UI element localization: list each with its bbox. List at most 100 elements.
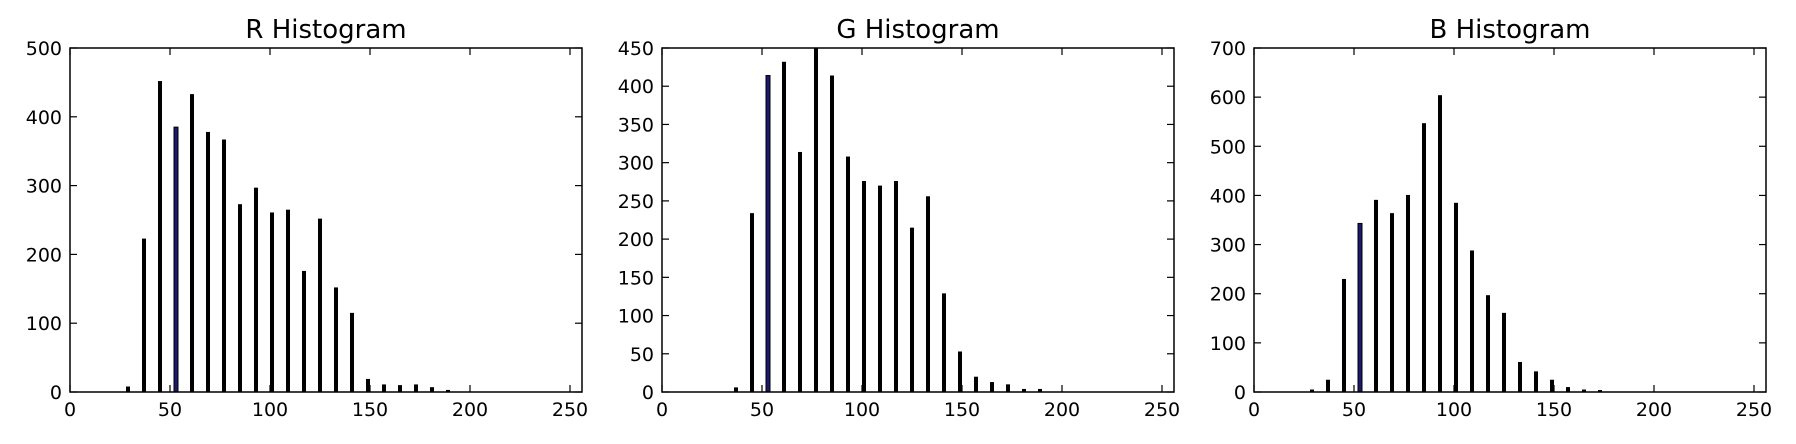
r-histogram-bar bbox=[430, 387, 434, 392]
r-histogram-bar bbox=[414, 384, 418, 392]
g-histogram-bar bbox=[894, 181, 898, 392]
b-x-tick-label: 200 bbox=[1636, 399, 1672, 421]
g-histogram-bar bbox=[846, 156, 850, 392]
b-x-tick-label: 50 bbox=[1342, 399, 1366, 421]
g-histogram-bar bbox=[862, 181, 866, 392]
b-y-tick-label: 600 bbox=[1210, 87, 1246, 109]
g-histogram-bar bbox=[830, 75, 834, 393]
r-histogram-bar bbox=[270, 212, 274, 392]
b-y-tick-label: 0 bbox=[1234, 382, 1246, 404]
r-histogram-bar bbox=[158, 81, 162, 393]
b-histogram-bar bbox=[1454, 202, 1458, 392]
b-histogram-bar bbox=[1390, 213, 1394, 392]
b-histogram-bar bbox=[1550, 379, 1554, 392]
g-histogram-bar bbox=[782, 61, 786, 392]
b-y-tick-label: 400 bbox=[1210, 185, 1246, 207]
g-histogram-bar bbox=[910, 227, 914, 392]
r-histogram-bar bbox=[206, 131, 210, 392]
r-x-tick-label: 150 bbox=[352, 399, 388, 421]
b-histogram-bar bbox=[1534, 371, 1538, 392]
b-histogram-bar bbox=[1486, 295, 1490, 392]
g-histogram-bar bbox=[958, 351, 962, 392]
g-histogram-bar bbox=[734, 387, 738, 392]
g-histogram-bar bbox=[814, 48, 818, 392]
b-x-tick-label: 150 bbox=[1536, 399, 1572, 421]
r-histogram-bar bbox=[446, 389, 450, 392]
b-histogram-title: B Histogram bbox=[1430, 15, 1591, 45]
r-histogram-bar bbox=[222, 139, 226, 392]
g-histogram-bar bbox=[798, 151, 802, 392]
b-histogram-bar bbox=[1422, 123, 1426, 392]
r-y-tick-label: 200 bbox=[26, 244, 62, 266]
b-y-tick-label: 300 bbox=[1210, 235, 1246, 257]
r-histogram-bar bbox=[238, 204, 242, 392]
g-histogram-bar bbox=[974, 376, 978, 392]
b-histogram-bar bbox=[1406, 194, 1410, 392]
g-y-tick-label: 0 bbox=[642, 382, 654, 404]
b-x-tick-label: 250 bbox=[1736, 399, 1772, 421]
r-histogram-bar bbox=[254, 187, 258, 392]
r-plot-frame bbox=[69, 47, 583, 393]
g-histogram-bar bbox=[942, 293, 946, 392]
r-histogram-bar bbox=[382, 384, 386, 392]
b-x-tick-label: 100 bbox=[1436, 399, 1472, 421]
b-y-tick-label: 700 bbox=[1210, 38, 1246, 60]
b-bars bbox=[1310, 95, 1602, 393]
g-x-tick-label: 150 bbox=[944, 399, 980, 421]
b-y-tick-label: 500 bbox=[1210, 136, 1246, 158]
b-histogram-bar bbox=[1518, 362, 1522, 392]
b-x-axis: 0 50 100 150 200 250 bbox=[1248, 48, 1772, 421]
g-y-tick-label: 100 bbox=[618, 306, 654, 328]
g-y-tick-label: 50 bbox=[630, 344, 654, 366]
b-y-tick-label: 100 bbox=[1210, 333, 1246, 355]
b-plot-frame bbox=[1253, 47, 1767, 393]
r-histogram-bar bbox=[334, 287, 338, 392]
r-x-tick-label: 50 bbox=[158, 399, 182, 421]
b-histogram-panel: B Histogram 0 100 200 300 400 500 600 700 0 50 10… bbox=[1210, 15, 1772, 421]
g-histogram-bar bbox=[926, 196, 930, 392]
g-y-tick-label: 350 bbox=[618, 114, 654, 136]
g-histogram-bar bbox=[878, 185, 882, 392]
b-histogram-bar bbox=[1582, 389, 1586, 392]
b-histogram-bar bbox=[1598, 390, 1602, 392]
b-y-tick-label: 200 bbox=[1210, 284, 1246, 306]
g-bars bbox=[734, 48, 1042, 393]
r-y-tick-label: 0 bbox=[50, 382, 62, 404]
r-histogram-panel: R Histogram 0 100 200 300 400 500 0 50 100 150 20… bbox=[26, 15, 588, 421]
r-y-tick-label: 300 bbox=[26, 176, 62, 198]
g-histogram-bar bbox=[990, 382, 994, 392]
g-histogram-bar bbox=[1022, 388, 1026, 392]
g-histogram-bar bbox=[750, 213, 754, 392]
r-histogram-bar bbox=[318, 218, 322, 392]
g-y-tick-label: 200 bbox=[618, 229, 654, 251]
b-histogram-bar bbox=[1502, 312, 1506, 392]
g-x-tick-label: 200 bbox=[1044, 399, 1080, 421]
b-histogram-bar bbox=[1374, 199, 1378, 392]
r-histogram-title: R Histogram bbox=[245, 15, 406, 45]
g-y-tick-label: 450 bbox=[618, 38, 654, 60]
b-histogram-bar bbox=[1310, 389, 1314, 392]
r-x-tick-label: 100 bbox=[252, 399, 288, 421]
r-histogram-bar bbox=[398, 385, 402, 392]
b-x-tick-label: 0 bbox=[1248, 399, 1260, 421]
g-y-axis: 0 50 100 150 200 250 300 350 400 450 bbox=[618, 38, 1174, 404]
b-histogram-bar bbox=[1342, 278, 1346, 392]
g-plot-frame bbox=[661, 47, 1175, 393]
g-histogram-title: G Histogram bbox=[836, 15, 999, 45]
b-histogram-bar bbox=[1566, 387, 1570, 392]
r-y-tick-label: 100 bbox=[26, 313, 62, 335]
r-histogram-bar bbox=[350, 312, 354, 392]
r-histogram-bar bbox=[302, 270, 306, 392]
g-y-tick-label: 150 bbox=[618, 267, 654, 289]
r-histogram-bar bbox=[142, 238, 146, 392]
g-histogram-panel: G Histogram 050100150200250300350400450 … bbox=[618, 15, 1180, 421]
g-x-tick-label: 100 bbox=[844, 399, 880, 421]
b-histogram-bar bbox=[1326, 379, 1330, 392]
r-histogram-bar bbox=[173, 126, 179, 393]
r-x-tick-label: 200 bbox=[452, 399, 488, 421]
r-histogram-bar bbox=[366, 378, 370, 392]
g-y-tick-label: 250 bbox=[618, 191, 654, 213]
b-histogram-bar bbox=[1438, 95, 1442, 393]
g-histogram-bar bbox=[765, 75, 771, 393]
r-histogram-bar bbox=[126, 386, 130, 392]
